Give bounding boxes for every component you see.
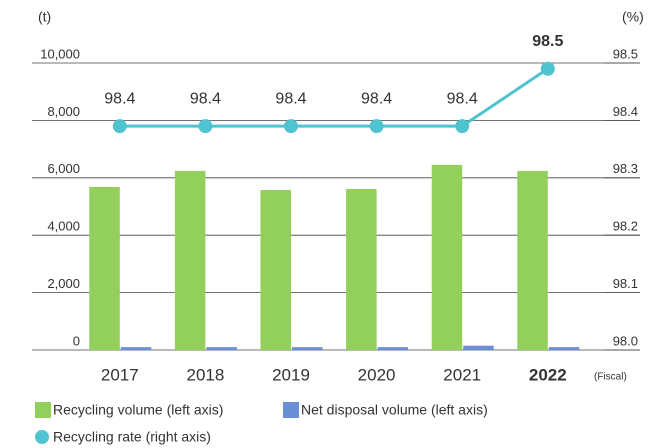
y2-tick-label: 98.4: [613, 104, 638, 119]
bar: [206, 347, 237, 350]
bar: [377, 347, 409, 350]
x-tick-label: 2017: [101, 365, 139, 384]
bar: [174, 170, 206, 350]
y2-unit: (%): [622, 9, 644, 25]
data-label: 98.5: [532, 33, 563, 50]
legend-swatch: [35, 430, 49, 444]
y-unit: (t): [38, 9, 51, 25]
rate-marker: [455, 119, 470, 134]
y2-tick-label: 98.1: [613, 276, 638, 291]
y2-tick-label: 98.2: [613, 219, 638, 234]
legend-label: Net disposal volume (left axis): [301, 402, 488, 418]
data-label: 98.4: [104, 90, 135, 107]
x-tick-label: 2019: [272, 365, 310, 384]
legend-swatch: [283, 402, 299, 418]
legend-label: Recycling volume (left axis): [53, 402, 223, 418]
bar: [292, 347, 323, 350]
x-tick-label: 2022: [529, 365, 567, 384]
rate-line: [119, 67, 549, 128]
y2-tick-label: 98.5: [613, 46, 638, 61]
data-label: 98.4: [190, 90, 221, 107]
bar: [89, 186, 120, 350]
y-tick-label: 8,000: [47, 104, 80, 119]
rate-marker: [369, 119, 384, 134]
y-tick-label: 10,000: [40, 46, 80, 61]
x-tick-label: 2021: [443, 365, 481, 384]
bar: [463, 345, 494, 350]
rate-marker: [198, 119, 213, 134]
bar: [431, 164, 463, 350]
bar: [548, 347, 580, 350]
x-tick-label: 2018: [186, 365, 224, 384]
data-label: 98.4: [275, 90, 306, 107]
data-label: 98.4: [361, 90, 392, 107]
bar: [120, 347, 152, 350]
y-tick-label: 2,000: [47, 276, 80, 291]
y-tick-label: 6,000: [47, 161, 80, 176]
rate-marker: [284, 119, 298, 134]
data-label: 98.4: [447, 90, 478, 107]
bar: [260, 189, 291, 350]
y2-tick-label: 98.3: [613, 161, 638, 176]
x-tick-label: 2020: [358, 365, 396, 384]
legend-label: Recycling rate (right axis): [53, 429, 211, 445]
y-tick-label: 4,000: [47, 219, 80, 234]
legend-swatch: [35, 402, 51, 418]
y2-tick-label: 98.0: [613, 333, 638, 348]
rate-marker: [540, 61, 555, 76]
x-unit: (Fiscal): [594, 372, 627, 383]
y-tick-label: 0: [73, 333, 80, 348]
bar: [346, 188, 377, 350]
rate-marker: [112, 119, 127, 134]
bar: [517, 170, 548, 350]
